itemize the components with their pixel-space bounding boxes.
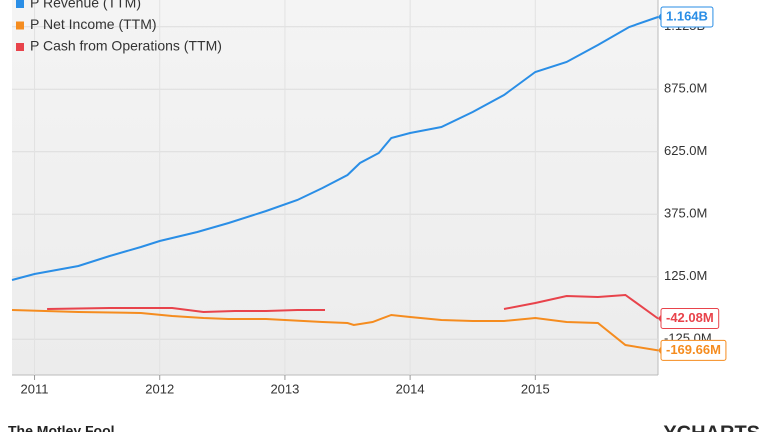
y-tick-label: 375.0M: [664, 206, 707, 221]
legend-label: P Cash from Operations (TTM): [30, 38, 222, 54]
legend-swatch: [16, 43, 24, 51]
x-tick-label: 2015: [521, 381, 550, 396]
legend-label: P Revenue (TTM): [30, 0, 141, 11]
value-label: 1.164B: [658, 6, 714, 28]
series-line: [11, 309, 659, 352]
value-label: -42.08M: [658, 308, 720, 330]
x-tick-label: 2012: [145, 381, 174, 396]
value-label-pointer: [658, 346, 661, 355]
x-tick-label: 2011: [21, 381, 49, 396]
series-line: [47, 293, 659, 320]
legend-label: P Net Income (TTM): [30, 16, 157, 32]
legend-swatch: [16, 21, 24, 30]
value-label-text: -42.08M: [666, 310, 714, 325]
y-tick-label: 125.0M: [664, 268, 707, 283]
y-tick-label: 875.0M: [664, 81, 707, 96]
x-tick-label: 2014: [396, 381, 425, 396]
value-label-text: 1.164B: [666, 8, 708, 23]
value-label-text: -169.66M: [666, 342, 721, 357]
y-tick-label: 625.0M: [664, 143, 707, 158]
value-label-pointer: [658, 314, 661, 323]
footer-right: YCHARTS: [663, 422, 760, 432]
value-label: -169.66M: [658, 339, 727, 361]
value-label-pointer: [658, 13, 661, 21]
x-tick-label: 2013: [270, 381, 299, 396]
footer-left: The Motley Fool: [8, 423, 115, 432]
legend-swatch: [16, 0, 24, 8]
series-line: [11, 16, 659, 281]
plot-area: [12, 0, 658, 375]
